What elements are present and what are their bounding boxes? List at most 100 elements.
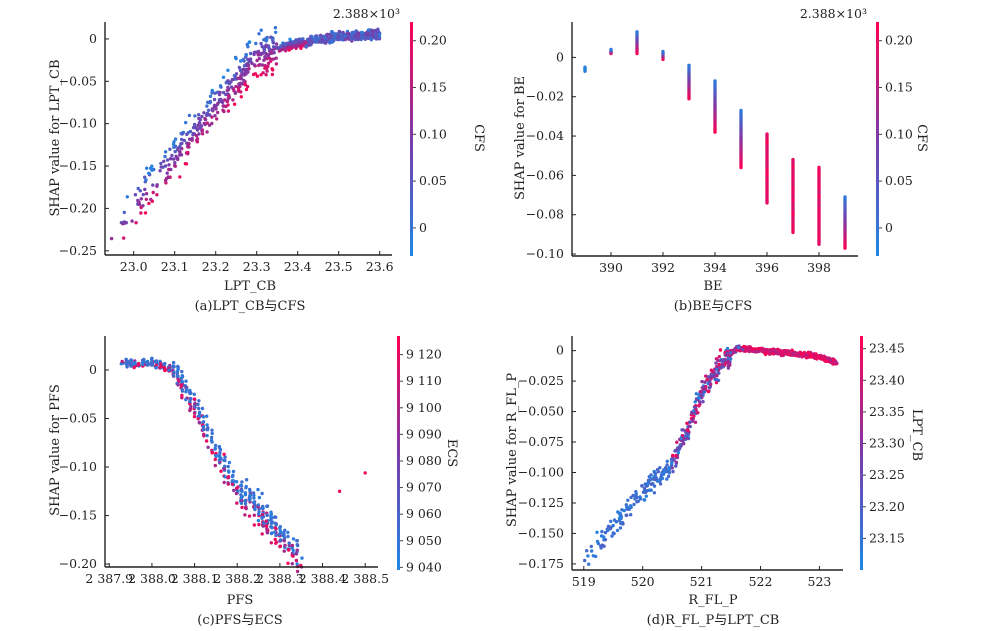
panel-d-colorbar-tick-label: 23.20 [869, 499, 905, 514]
panel-d-point [674, 460, 678, 464]
panel-a-point [271, 40, 275, 44]
panel-a-point [200, 114, 204, 119]
panel-c-point [223, 464, 227, 468]
panel-a-point [242, 78, 246, 83]
panel-d-point [603, 530, 608, 535]
panel-a-point [234, 84, 238, 89]
panel-a-point [163, 154, 167, 159]
panel-c-point [252, 500, 257, 504]
panel-a-point [239, 90, 243, 94]
panel-c-point [172, 365, 176, 369]
panel-c-point [227, 469, 231, 473]
panel-b-points [583, 30, 847, 250]
panel-d-point [617, 516, 622, 520]
panel-a-point [210, 115, 214, 119]
panel-d-point [660, 471, 664, 476]
panel-a-point [251, 72, 256, 77]
panel-d-point [806, 350, 810, 354]
panel-a-point [306, 37, 310, 42]
panel-a-point [150, 164, 154, 168]
panel-c-point [175, 374, 180, 379]
panel-a-point [252, 50, 256, 55]
panel-a-point [221, 104, 225, 108]
panel-a-colorbar-tick-label: 0.05 [419, 173, 447, 188]
panel-d-point [608, 527, 612, 531]
panel-a-point [155, 184, 159, 188]
panel-c-ytick-label: −0.10 [59, 459, 97, 474]
panel-a-point [171, 157, 176, 161]
panel-c-point [244, 505, 248, 509]
panel-a-point [350, 31, 354, 35]
panel-d-point [599, 534, 604, 538]
panel-c-point [137, 362, 141, 367]
panel-d-point [660, 476, 665, 481]
panel-c-point [205, 428, 210, 432]
panel-d-point [814, 352, 818, 356]
panel-a-point [159, 161, 163, 166]
panel-a-point [173, 163, 177, 168]
panel-d-xtick-label: 523 [808, 574, 832, 589]
panel-c-point [128, 360, 132, 365]
panel-d-point [697, 396, 702, 400]
panel-a-point [221, 108, 225, 112]
panel-d-point [600, 543, 605, 547]
panel-c-point [274, 522, 278, 526]
panel-d-ytick-label: −0.050 [518, 404, 564, 419]
panel-d-point [600, 529, 604, 534]
panel-a-point [200, 132, 205, 136]
panel-a-point [223, 98, 227, 102]
panel-a-point [257, 63, 261, 68]
panel-a-point [138, 189, 142, 193]
panel-b-colorbar-tick-label: 0.20 [885, 33, 913, 48]
panel-c-point [265, 527, 269, 531]
panel-a-point [340, 37, 344, 42]
panel-a-point [194, 133, 199, 138]
panel-c-ytick-label: −0.20 [59, 556, 97, 571]
panel-d-colorbar-ticks: 23.45 23.40 23.35 23.30 23.25 23.20 23.15 [863, 341, 905, 545]
panel-d-point [669, 463, 674, 467]
panel-b-ytick-label: −0.04 [526, 128, 564, 143]
panel-d-point [658, 482, 663, 486]
panel-d-point [714, 357, 719, 361]
panel-c-ytick-label: 0 [89, 362, 97, 377]
panel-b-xtick-label: 394 [703, 260, 727, 275]
panel-a-point [237, 65, 242, 70]
panel-c-point [180, 380, 184, 384]
panel-c-point [196, 402, 200, 407]
panel-a-point [341, 30, 345, 35]
panel-d-point [587, 562, 591, 566]
panel-c-point [235, 501, 239, 505]
panel-c-point [209, 438, 214, 443]
panel-a-point [265, 38, 269, 42]
panel-d-caption: (d)R_FL_P与LPT_CB [647, 613, 780, 628]
panel-c-point [184, 390, 188, 394]
panel-b-xtick-label: 390 [599, 260, 623, 275]
panel-c-point [257, 510, 261, 514]
panel-d-point [804, 356, 809, 360]
panel-c-point [243, 499, 247, 503]
panel-c-point [247, 514, 252, 518]
panel-a-point [343, 37, 347, 42]
panel-d-point [715, 374, 719, 378]
panel-b-colorbar [876, 22, 879, 256]
panel-d-point [768, 349, 772, 353]
panel-d-point [690, 418, 695, 422]
panel-d-point [595, 530, 599, 534]
panel-a-point [180, 141, 184, 146]
panel-d-point [618, 526, 623, 530]
panel-a-point [163, 164, 168, 168]
panel-a-point [124, 221, 128, 225]
panel-d-point [705, 378, 709, 382]
panel-a-point [196, 123, 200, 128]
panel-a-point [187, 113, 192, 118]
panel-c-point [282, 539, 286, 543]
panel-a-point [259, 28, 263, 32]
panel-c-point [257, 522, 261, 527]
panel-c-point [184, 379, 188, 383]
panel-c-point [197, 412, 202, 416]
panel-a-point [155, 193, 159, 197]
panel-c-point [184, 386, 189, 390]
panel-a-point [179, 131, 183, 136]
panel-d-point [634, 492, 638, 496]
